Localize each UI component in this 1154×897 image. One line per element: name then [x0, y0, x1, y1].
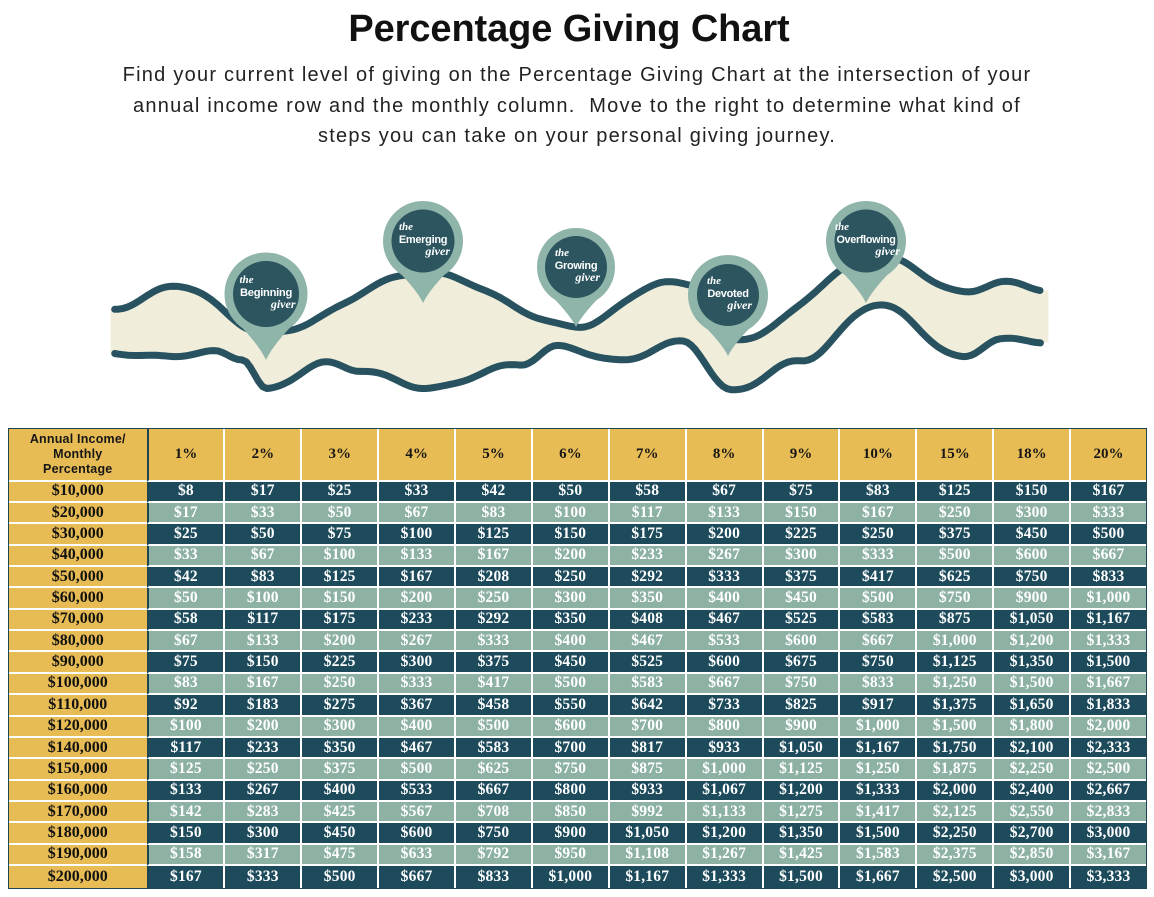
svg-text:the: the: [399, 221, 413, 233]
svg-text:Growing: Growing: [555, 260, 598, 272]
svg-text:the: the: [555, 247, 569, 259]
svg-text:giver: giver: [874, 244, 900, 258]
svg-text:giver: giver: [424, 244, 450, 258]
svg-text:giver: giver: [270, 297, 296, 311]
svg-text:Beginning: Beginning: [240, 287, 292, 299]
svg-text:giver: giver: [574, 270, 600, 284]
svg-text:Devoted: Devoted: [707, 288, 748, 300]
svg-text:Overflowing: Overflowing: [836, 234, 895, 246]
svg-text:Emerging: Emerging: [399, 234, 447, 246]
svg-text:the: the: [707, 275, 721, 287]
svg-text:giver: giver: [726, 298, 752, 312]
svg-text:the: the: [240, 274, 254, 286]
svg-text:the: the: [835, 221, 849, 233]
